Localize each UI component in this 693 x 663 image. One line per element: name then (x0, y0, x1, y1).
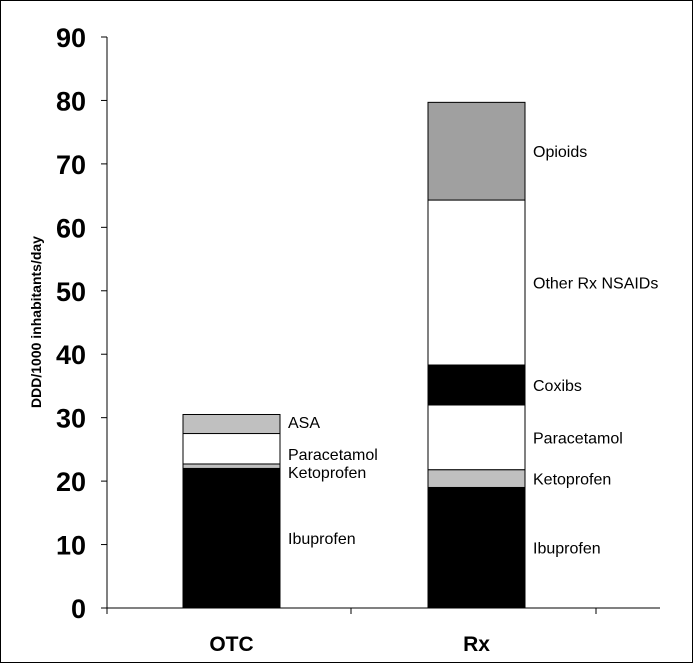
bars: OTC Rx (182, 101, 526, 656)
x-category-label: Rx (463, 633, 490, 656)
y-tick-label: 20 (56, 467, 86, 497)
segment-label: Coxibs (533, 378, 582, 395)
segment-label: Opioids (533, 144, 587, 161)
segment-label: Ketoprofen (288, 465, 366, 482)
y-tick-label: 70 (56, 150, 86, 180)
y-tick-label: 10 (56, 531, 86, 561)
segment-label: Ketoprofen (533, 472, 611, 489)
bar-segment (427, 404, 526, 471)
bar-segment (182, 463, 281, 469)
segment-labels: IbuprofenKetoprofenParacetamolASAIbuprof… (288, 144, 658, 558)
x-category-label: OTC (209, 633, 253, 656)
y-tick-label: 90 (56, 23, 86, 53)
bar-segment (182, 413, 281, 435)
segment-label: Ibuprofen (533, 541, 601, 558)
bar-segment (427, 469, 526, 488)
segment-label: Ibuprofen (288, 531, 356, 548)
bar-segment (182, 433, 281, 465)
y-tick-label: 0 (71, 594, 86, 624)
segment-label: Other Rx NSAIDs (533, 276, 658, 293)
y-tick-label: 30 (56, 404, 86, 434)
y-tick-label: 60 (56, 213, 86, 243)
bar-segment (182, 467, 281, 609)
bar-segment (427, 101, 526, 201)
bar-segment (427, 199, 526, 366)
y-tick-label: 50 (56, 277, 86, 307)
y-axis: 0 10 20 30 40 50 60 70 80 90 (56, 23, 660, 624)
segment-label: Paracetamol (533, 430, 623, 447)
y-tick-label: 40 (56, 340, 86, 370)
y-tick-label: 80 (56, 86, 86, 116)
segment-label: Paracetamol (288, 447, 378, 464)
bar-segment (427, 486, 526, 609)
segment-label: ASA (288, 415, 320, 432)
bar-segment (427, 364, 526, 406)
y-axis-label: DDD/1000 inhabitants/day (28, 236, 44, 408)
